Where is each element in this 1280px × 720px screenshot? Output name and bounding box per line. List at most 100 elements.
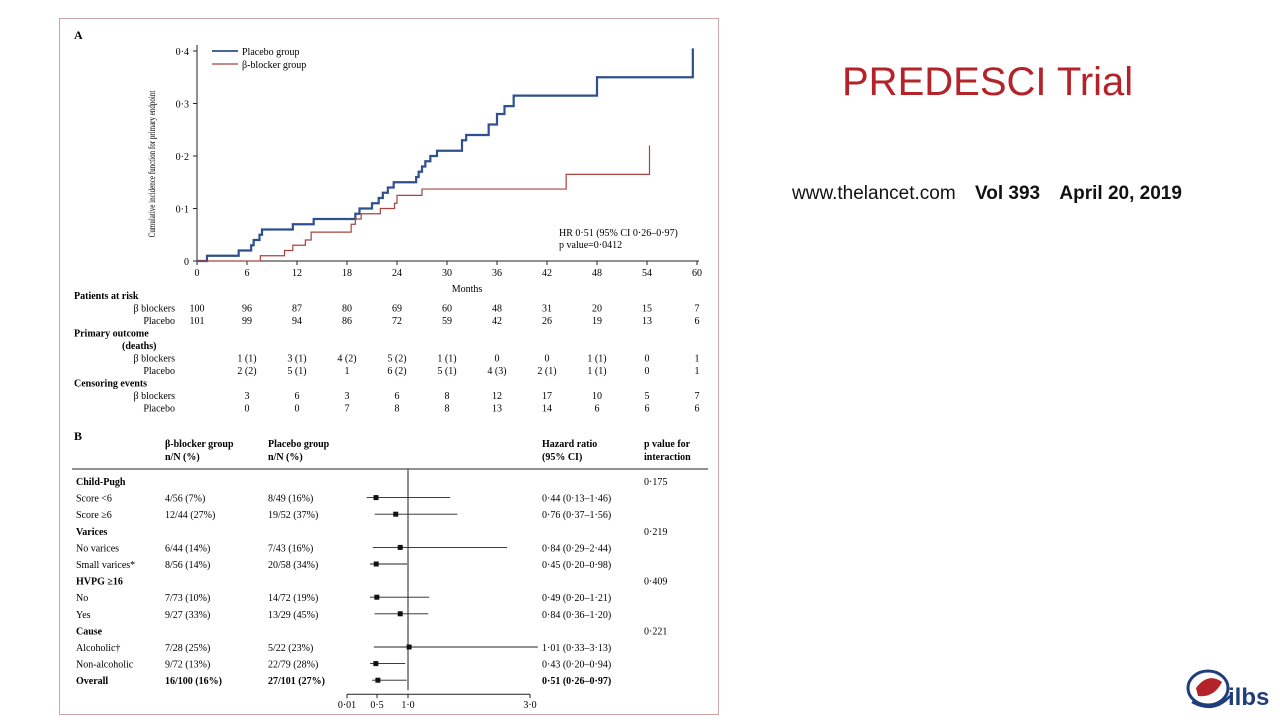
- risk-row-label: Placebo: [143, 316, 175, 327]
- risk-cell: 8: [395, 404, 400, 415]
- forest-column-header: β-blocker group: [165, 439, 234, 450]
- forest-row-label: Child-Pugh: [76, 477, 126, 488]
- forest-placebo-value: 27/101 (27%): [268, 676, 325, 687]
- forest-hr-ci: 0·84 (0·29–2·44): [542, 543, 611, 554]
- risk-row-label: β blockers: [134, 391, 176, 402]
- risk-cell: 80: [342, 304, 352, 315]
- risk-section-title: Censoring events: [74, 379, 147, 390]
- risk-cell: 101: [190, 316, 205, 327]
- risk-cell: 14: [542, 404, 552, 415]
- risk-cell: 99: [242, 316, 252, 327]
- x-tick-label: 0: [195, 268, 200, 279]
- forest-point-estimate: [397, 544, 403, 550]
- risk-cell: 17: [542, 391, 552, 402]
- x-axis-label: Months: [452, 284, 483, 295]
- citation-url[interactable]: www.thelancet.com: [792, 183, 956, 204]
- risk-cell: 5: [645, 391, 650, 402]
- x-tick-label: 12: [292, 268, 302, 279]
- risk-cell: 0: [245, 404, 250, 415]
- forest-bblocker-value: 4/56 (7%): [165, 494, 205, 505]
- forest-placebo-value: 14/72 (19%): [268, 593, 318, 604]
- risk-cell: 12: [492, 391, 502, 402]
- risk-cell: 59: [442, 316, 452, 327]
- risk-cell: 15: [642, 304, 652, 315]
- risk-cell: 3: [345, 391, 350, 402]
- y-tick-label: 0: [184, 257, 189, 268]
- forest-point-estimate: [373, 561, 379, 567]
- risk-cell: 3 (1): [287, 354, 306, 365]
- forest-row-label: Varices: [76, 527, 107, 538]
- risk-cell: 1: [345, 366, 350, 377]
- risk-cell: 6: [695, 404, 700, 415]
- risk-cell: 72: [392, 316, 402, 327]
- forest-column-header: (95% CI): [542, 452, 582, 463]
- forest-hr-ci: 0·51 (0·26–0·97): [542, 676, 611, 687]
- risk-section-title: (deaths): [122, 341, 156, 352]
- citation-volume: Vol 393: [974, 183, 1041, 204]
- forest-row-label: No: [76, 593, 88, 604]
- risk-cell: 60: [442, 304, 452, 315]
- legend-placebo-label: Placebo group: [242, 47, 300, 58]
- forest-row-label: HVPG ≥16: [76, 577, 123, 588]
- forest-placebo-value: 20/58 (34%): [268, 560, 318, 571]
- risk-cell: 96: [242, 304, 252, 315]
- risk-row-label: Placebo: [143, 366, 175, 377]
- risk-cell: 0: [295, 404, 300, 415]
- risk-cell: 5 (1): [287, 366, 306, 377]
- risk-cell: 48: [492, 304, 502, 315]
- x-tick-label: 36: [492, 268, 502, 279]
- risk-cell: 1 (1): [587, 366, 606, 377]
- forest-hr-ci: 0·76 (0·37–1·56): [542, 510, 611, 521]
- placebo-series-line: [197, 48, 694, 263]
- forest-point-estimate: [393, 511, 399, 517]
- x-tick-label: 18: [342, 268, 352, 279]
- forest-column-header: p value for: [644, 439, 691, 450]
- forest-placebo-value: 7/43 (16%): [268, 543, 313, 554]
- risk-cell: 8: [445, 391, 450, 402]
- forest-row-label: Score <6: [76, 494, 112, 505]
- logo-text: ilbs: [1228, 684, 1270, 711]
- y-tick-label: 0·1: [176, 205, 189, 216]
- forest-bblocker-value: 7/73 (10%): [165, 593, 210, 604]
- forest-hr-ci: 0·49 (0·20–1·21): [542, 593, 611, 604]
- risk-cell: 5 (2): [387, 354, 406, 365]
- risk-cell: 26: [542, 316, 552, 327]
- forest-placebo-value: 5/22 (23%): [268, 643, 313, 654]
- forest-row-label: Score ≥6: [76, 510, 112, 521]
- x-tick-label: 54: [642, 268, 652, 279]
- forest-row-label: Overall: [76, 676, 108, 687]
- risk-section-title: Primary outcome: [74, 329, 149, 340]
- forest-column-header: Hazard ratio: [542, 439, 597, 450]
- risk-row-label: β blockers: [134, 354, 176, 365]
- p-value-annotation: p value=0·0412: [559, 240, 622, 251]
- forest-bblocker-value: 9/27 (33%): [165, 610, 210, 621]
- legend-bblocker-label: β-blocker group: [242, 60, 306, 71]
- forest-column-header: Placebo group: [268, 439, 330, 450]
- forest-bblocker-value: 7/28 (25%): [165, 643, 210, 654]
- risk-cell: 69: [392, 304, 402, 315]
- lancet-figure: A00·10·20·30·40 6 12 18 24 30 36 42 48 54 60Months…: [72, 28, 708, 711]
- forest-row-label: Cause: [76, 626, 103, 637]
- forest-x-tick-label: 0·5: [370, 700, 383, 711]
- forest-bblocker-value: 12/44 (27%): [165, 510, 215, 521]
- forest-row-label: Yes: [76, 610, 91, 621]
- forest-point-estimate: [406, 644, 412, 650]
- risk-section-title: Patients at risk: [74, 291, 139, 302]
- risk-cell: 4 (3): [487, 366, 506, 377]
- forest-row-label: Non-alcoholic: [76, 660, 134, 671]
- risk-cell: 19: [592, 316, 602, 327]
- risk-cell: 3: [245, 391, 250, 402]
- y-tick-label: 0·3: [176, 100, 189, 111]
- risk-cell: 2 (2): [237, 366, 256, 377]
- risk-row-label: Placebo: [143, 404, 175, 415]
- x-tick-label: 30: [442, 268, 452, 279]
- risk-cell: 0: [645, 354, 650, 365]
- forest-p-interaction: 0·175: [644, 477, 667, 488]
- risk-cell: 13: [642, 316, 652, 327]
- forest-placebo-value: 8/49 (16%): [268, 494, 313, 505]
- forest-p-interaction: 0·409: [644, 577, 667, 588]
- forest-column-header: n/N (%): [165, 452, 200, 463]
- risk-cell: 0: [495, 354, 500, 365]
- forest-column-header: n/N (%): [268, 452, 303, 463]
- forest-placebo-value: 13/29 (45%): [268, 610, 318, 621]
